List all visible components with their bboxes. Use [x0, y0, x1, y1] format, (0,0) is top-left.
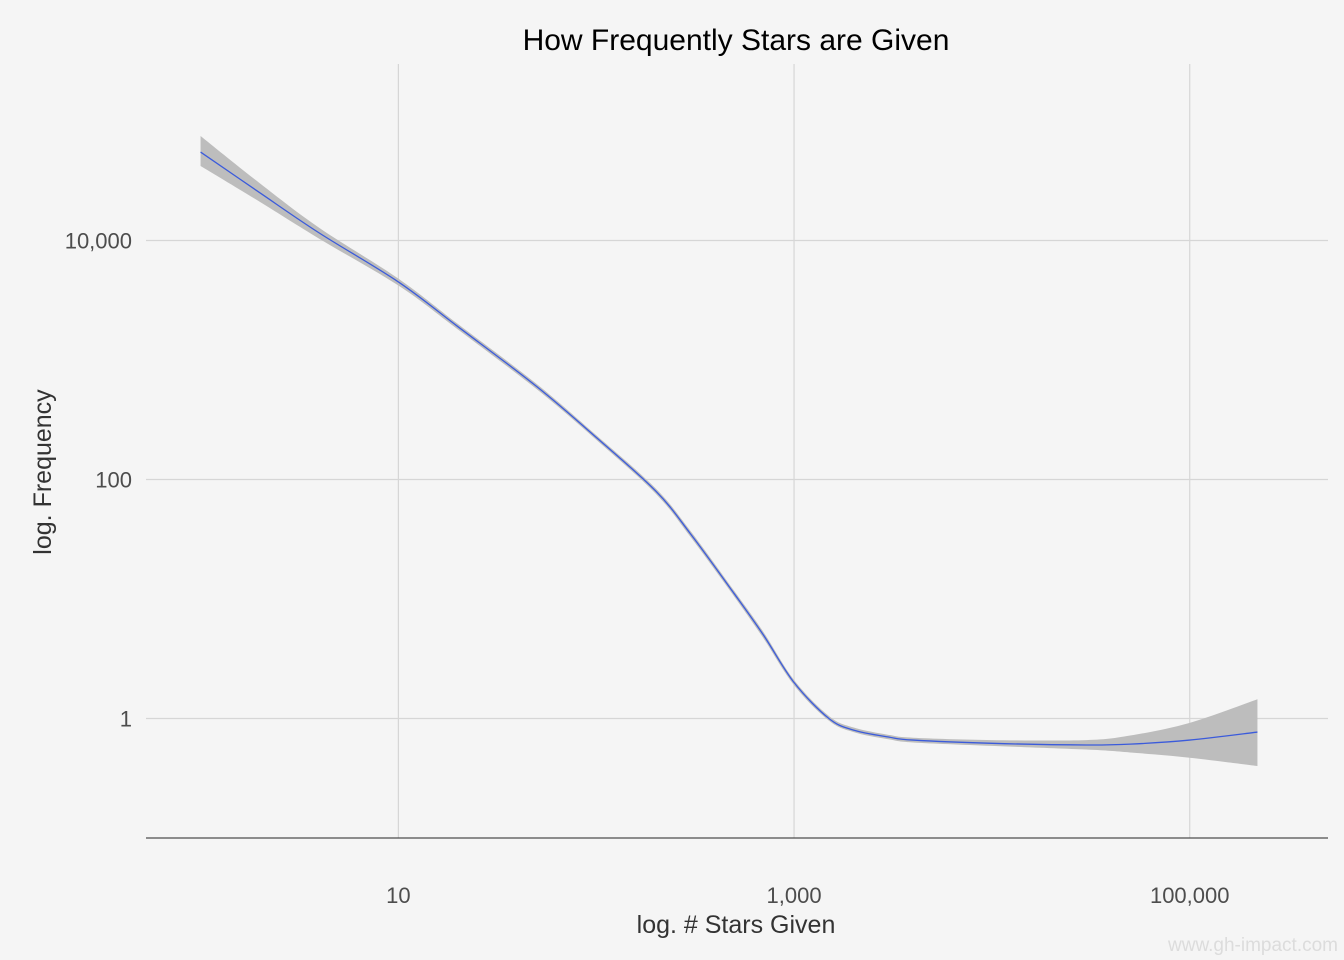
y-tick-labels: 1 100 10,000 [65, 229, 132, 732]
trend-line [200, 151, 1258, 746]
x-tick-label: 1,000 [767, 883, 822, 908]
chart-title: How Frequently Stars are Given [523, 24, 950, 57]
y-axis-title: log. Frequency [29, 389, 57, 555]
y-tick-label: 10,000 [65, 229, 132, 254]
x-tick-label: 100,000 [1150, 883, 1230, 908]
y-tick-label: 100 [95, 468, 132, 493]
y-tick-label: 1 [120, 707, 132, 732]
x-tick-labels: 10 1,000 100,000 [386, 883, 1229, 908]
gridlines [146, 64, 1328, 838]
x-axis-title: log. # Stars Given [637, 911, 836, 939]
x-tick-label: 10 [386, 883, 410, 908]
watermark: www.gh-impact.com [1167, 935, 1338, 956]
